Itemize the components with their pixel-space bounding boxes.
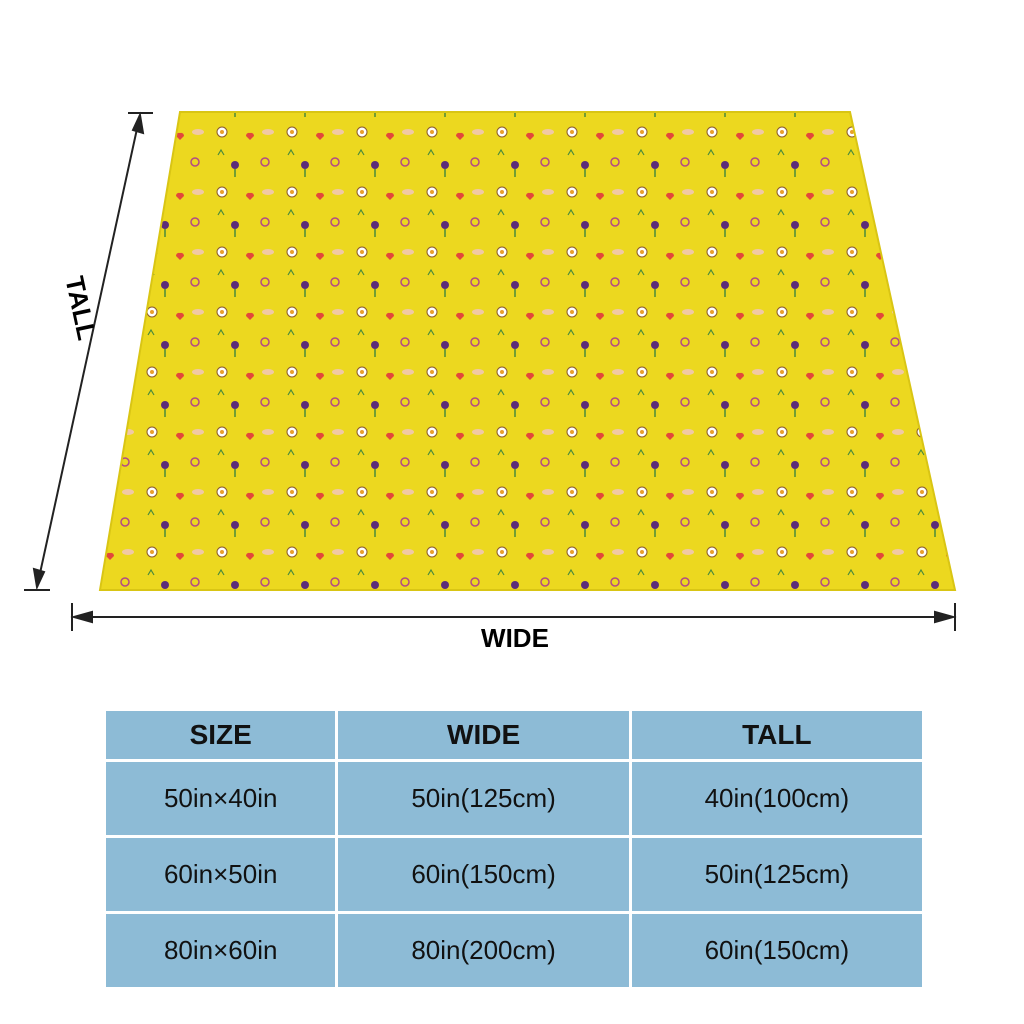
cell: 50in×40in <box>102 759 339 838</box>
cell: 80in(200cm) <box>335 911 632 990</box>
cell: 40in(100cm) <box>628 759 926 838</box>
illustration: TALL WIDE <box>24 111 957 653</box>
wide-label: WIDE <box>481 623 549 653</box>
size-table: SIZE WIDE TALL 50in×40in 50in(125cm) 40i… <box>102 708 926 990</box>
cell: 60in(150cm) <box>335 835 632 914</box>
table-row: 50in×40in 50in(125cm) 40in(100cm) <box>102 759 926 838</box>
cell: 60in×50in <box>102 835 339 914</box>
blanket <box>98 111 957 591</box>
table-row: 60in×50in 60in(150cm) 50in(125cm) <box>102 835 926 914</box>
header-cell: SIZE <box>102 708 339 762</box>
header-cell: TALL <box>628 708 926 762</box>
table-header: SIZE WIDE TALL <box>102 708 926 762</box>
dimension-arrows <box>24 111 957 631</box>
header-cell: WIDE <box>335 708 632 762</box>
cell: 50in(125cm) <box>335 759 632 838</box>
table-row: 80in×60in 80in(200cm) 60in(150cm) <box>102 911 926 990</box>
tall-label: TALL <box>59 273 102 342</box>
cell: 50in(125cm) <box>628 835 926 914</box>
cell: 80in×60in <box>102 911 339 990</box>
cell: 60in(150cm) <box>628 911 926 990</box>
